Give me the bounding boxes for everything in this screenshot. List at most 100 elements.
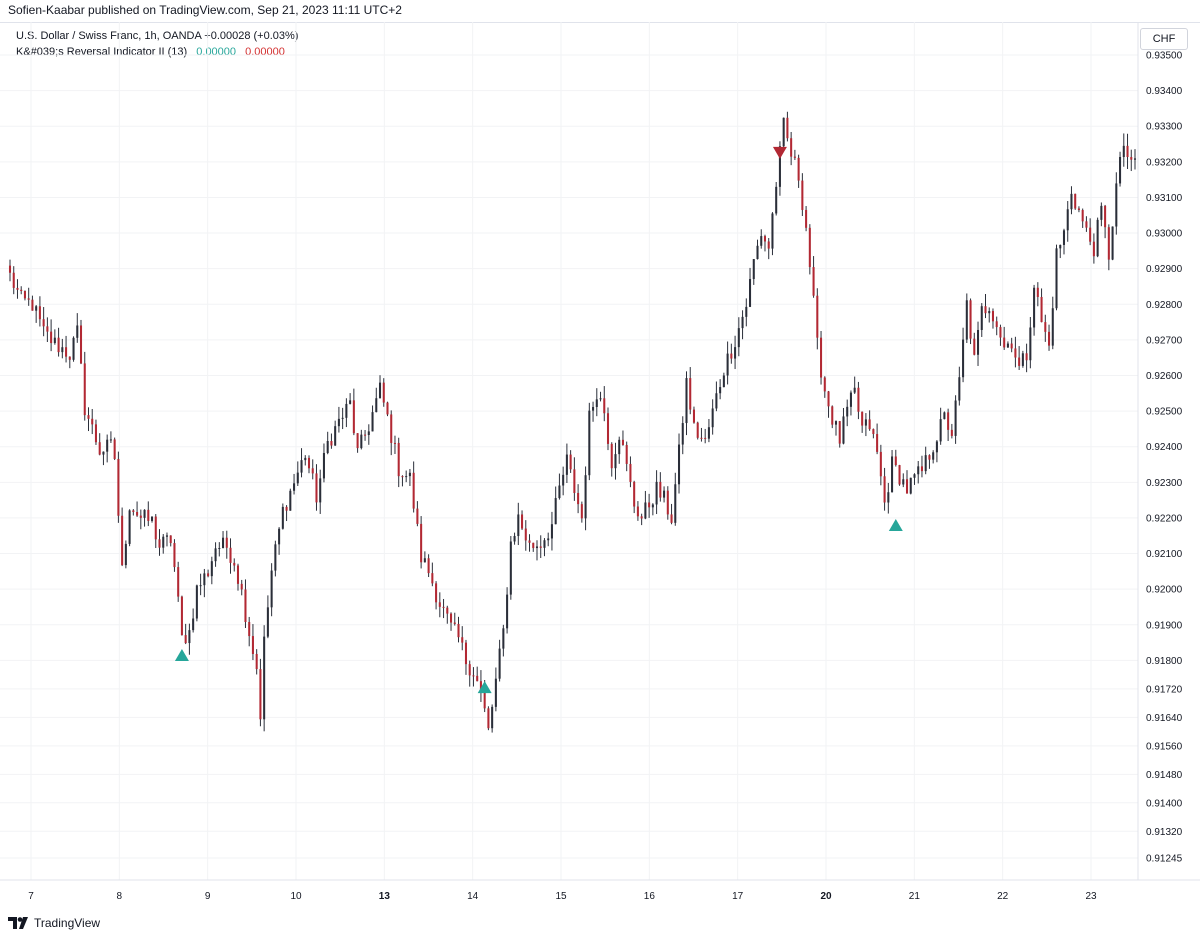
candle-body	[547, 538, 550, 541]
candle-body	[790, 138, 793, 157]
candle-body	[401, 476, 404, 478]
candle-body	[270, 570, 273, 608]
price-tick-label: 0.91480	[1146, 770, 1183, 781]
candle-body	[427, 558, 430, 574]
candle-body	[352, 400, 355, 434]
candle-body	[397, 442, 400, 477]
price-tick-label: 0.92000	[1146, 585, 1183, 596]
tradingview-logo-icon	[8, 917, 28, 929]
candle-body	[633, 481, 636, 507]
candle-body	[894, 456, 897, 466]
candle-body	[539, 546, 542, 548]
candle-body	[565, 454, 568, 475]
candle-body	[109, 439, 112, 441]
candle-body	[42, 319, 45, 327]
candle-body	[891, 456, 894, 493]
candle-body	[506, 594, 509, 629]
candle-body	[808, 227, 811, 268]
candle-body	[535, 546, 539, 549]
candle-body	[304, 457, 307, 461]
candle-body	[124, 543, 127, 566]
candle-body	[1051, 308, 1054, 346]
candle-body	[920, 466, 923, 472]
time-tick-label: 17	[732, 891, 744, 902]
candle-body	[513, 536, 516, 542]
grid-lines	[0, 22, 1138, 880]
candle-body	[393, 442, 396, 444]
candle-body	[562, 474, 565, 486]
candle-body	[386, 402, 389, 415]
candle-body	[214, 548, 217, 562]
candle-body	[1104, 205, 1107, 228]
footer-brand[interactable]: TradingView	[8, 916, 100, 930]
candle-body	[1115, 183, 1118, 227]
candle-body	[745, 306, 748, 317]
candle-body	[621, 439, 624, 445]
candle-body	[117, 458, 120, 516]
candle-body	[76, 325, 79, 338]
price-tick-label: 0.91245	[1146, 854, 1183, 865]
candle-body	[98, 442, 101, 455]
candle-body	[23, 290, 26, 299]
candle-body	[991, 311, 995, 322]
candle-body	[378, 382, 382, 399]
candle-body	[184, 635, 187, 644]
candle-body	[199, 585, 202, 587]
candle-body	[677, 444, 681, 485]
candle-body	[648, 502, 651, 508]
candle-body	[169, 535, 172, 544]
candle-body	[939, 419, 942, 442]
currency-button[interactable]: CHF	[1140, 28, 1188, 50]
candle-body	[162, 536, 165, 548]
candle-body	[704, 437, 707, 439]
candle-body	[412, 472, 415, 509]
candle-body	[823, 377, 826, 392]
candle-body	[334, 426, 337, 446]
price-tick-label: 0.91560	[1146, 741, 1183, 752]
candle-body	[311, 468, 314, 474]
bullish-signal-triangle	[174, 649, 189, 662]
candle-body	[248, 621, 251, 637]
candle-body	[450, 613, 453, 623]
candle-body	[509, 541, 512, 595]
price-tick-label: 0.93500	[1146, 51, 1183, 62]
candle-body	[801, 180, 804, 210]
candle-body	[532, 542, 535, 549]
candle-body	[965, 300, 968, 340]
candle-body	[1126, 145, 1129, 158]
symbol-legend[interactable]: U.S. Dollar / Swiss Franc, 1h, OANDA +0.…	[16, 30, 299, 42]
candle-body	[636, 506, 639, 517]
candle-body	[935, 441, 938, 453]
candle-body	[165, 535, 169, 537]
candle-body	[969, 300, 972, 339]
candle-body	[846, 406, 849, 417]
price-tick-label: 0.91640	[1146, 713, 1183, 724]
candle-body	[767, 241, 770, 249]
time-axis[interactable]: 7 8 9 10 13 14 15 16 17 20 21 22 23	[0, 879, 1200, 902]
time-tick-label: 14	[467, 891, 479, 902]
price-tick-label: 0.92200	[1146, 513, 1183, 524]
price-tick-label: 0.92400	[1146, 442, 1183, 453]
candle-body	[924, 455, 927, 472]
candle-body	[195, 585, 198, 619]
price-tick-label: 0.93300	[1146, 122, 1183, 133]
candle-body	[192, 618, 195, 631]
candle-body	[491, 706, 494, 729]
candle-body	[1133, 158, 1137, 160]
candle-body	[595, 399, 598, 408]
candle-body	[285, 506, 288, 511]
candle-body	[588, 410, 591, 476]
candle-body	[1089, 227, 1092, 242]
candle-body	[550, 524, 553, 539]
candle-body	[1048, 331, 1051, 346]
candle-body	[995, 321, 998, 328]
candle-body	[244, 589, 247, 622]
candle-body	[730, 353, 733, 359]
candle-body	[756, 245, 759, 260]
candle-body	[726, 353, 729, 376]
candle-body	[805, 209, 808, 228]
candle-body	[577, 492, 580, 505]
price-axis[interactable]: 0.93500 0.93400 0.93300 0.93200 0.93100 0.930…	[1137, 22, 1183, 880]
price-tick-label: 0.92600	[1146, 371, 1183, 382]
